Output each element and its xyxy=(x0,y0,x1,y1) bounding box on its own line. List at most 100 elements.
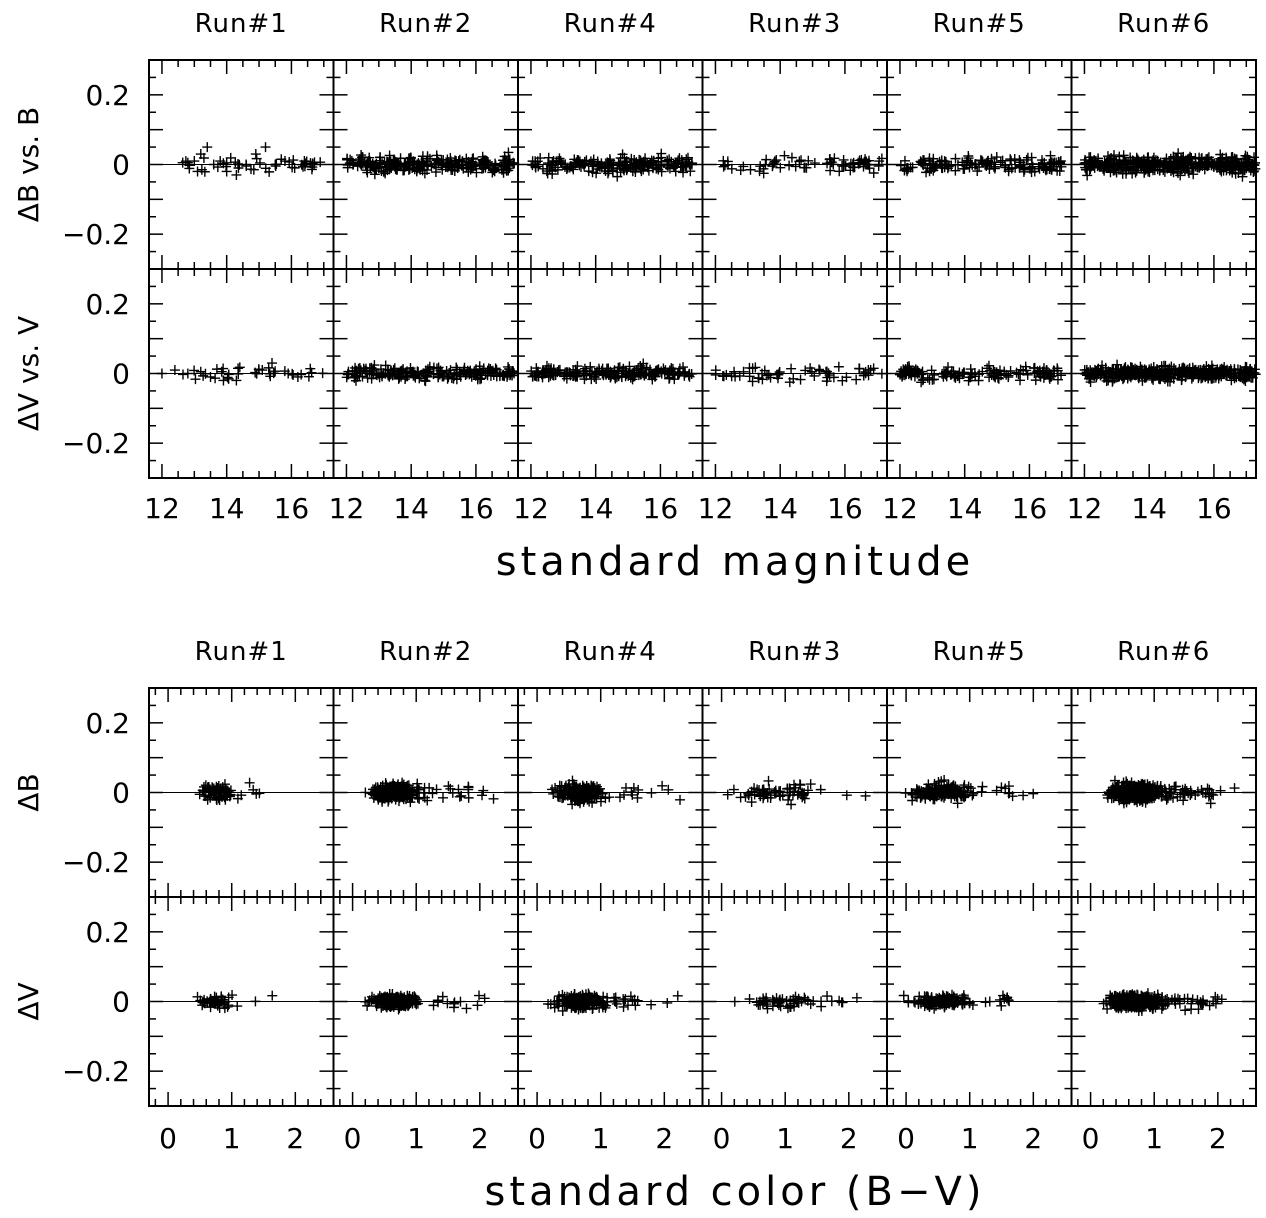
data-point xyxy=(351,365,362,376)
data-point xyxy=(502,160,513,171)
x-tick-label: 1 xyxy=(592,1122,610,1155)
data-point xyxy=(612,163,623,174)
data-point xyxy=(744,362,755,373)
data-point xyxy=(451,156,462,167)
data-point xyxy=(760,159,771,170)
data-point xyxy=(967,790,978,801)
data-point xyxy=(570,364,581,375)
data-point xyxy=(212,162,223,173)
data-point xyxy=(223,369,234,380)
data-point xyxy=(488,165,499,176)
data-point xyxy=(646,158,657,169)
data-point xyxy=(190,374,201,385)
data-point xyxy=(790,161,801,172)
data-point xyxy=(421,370,432,381)
data-point xyxy=(423,366,434,377)
data-point xyxy=(874,156,885,167)
data-point xyxy=(640,368,651,379)
data-point xyxy=(816,1001,827,1012)
data-point xyxy=(486,366,497,377)
data-point xyxy=(898,990,909,1001)
data-point xyxy=(417,165,428,176)
data-point xyxy=(490,158,501,169)
data-point xyxy=(483,156,494,167)
data-point xyxy=(233,368,244,379)
data-point xyxy=(404,153,415,164)
data-point xyxy=(984,996,995,1007)
data-point xyxy=(477,790,488,801)
data-point xyxy=(559,371,570,382)
data-point xyxy=(504,158,515,169)
panel-Run4-row1 xyxy=(517,896,704,1107)
data-point xyxy=(404,367,415,378)
x-tick-label: 0 xyxy=(897,1122,915,1155)
y-axis-label: ΔB vs. B xyxy=(12,107,45,222)
data-point xyxy=(343,369,354,380)
data-point xyxy=(403,164,414,175)
data-point xyxy=(200,368,211,379)
data-point xyxy=(651,162,662,173)
panel-Run1-row0 xyxy=(148,687,335,898)
panel-Run4-row1 xyxy=(517,268,704,479)
data-point xyxy=(225,152,236,163)
data-point xyxy=(250,149,261,160)
data-point xyxy=(635,155,646,166)
data-point xyxy=(503,147,514,158)
data-point xyxy=(868,363,879,374)
data-point xyxy=(211,364,222,375)
data-point xyxy=(448,373,459,384)
data-point xyxy=(635,369,646,380)
data-point xyxy=(189,365,200,376)
data-point xyxy=(821,366,832,377)
x-tick-label: 16 xyxy=(274,492,310,525)
y-tick-label: 0 xyxy=(112,149,130,182)
data-point xyxy=(625,372,636,383)
data-point xyxy=(833,361,844,372)
data-point xyxy=(540,365,551,376)
data-point xyxy=(254,157,265,168)
x-tick-label: 12 xyxy=(513,492,549,525)
y-axis-label: ΔV vs. V xyxy=(12,316,45,431)
run-title: Run#4 xyxy=(564,9,657,39)
data-point xyxy=(386,365,397,376)
data-point xyxy=(232,159,243,170)
data-point xyxy=(729,996,740,1007)
x-tick-label: 1 xyxy=(776,1122,794,1155)
x-tick-label: 16 xyxy=(1196,492,1232,525)
data-point xyxy=(900,788,911,799)
data-point xyxy=(480,162,491,173)
data-point xyxy=(184,163,195,174)
data-point xyxy=(260,142,271,153)
data-point xyxy=(376,368,387,379)
data-point xyxy=(498,167,509,178)
data-point xyxy=(851,374,862,385)
data-point xyxy=(983,360,994,371)
data-point xyxy=(231,169,242,180)
data-point xyxy=(814,364,825,375)
data-point xyxy=(774,367,785,378)
panel-Run4-row0 xyxy=(517,59,704,270)
data-point xyxy=(769,156,780,167)
data-point xyxy=(414,373,425,384)
data-point xyxy=(456,160,467,171)
data-point xyxy=(581,365,592,376)
panel-Run3-row0 xyxy=(701,59,888,270)
data-point xyxy=(809,370,820,381)
data-point xyxy=(342,162,353,173)
data-point xyxy=(587,167,598,178)
data-point xyxy=(758,163,769,174)
data-point xyxy=(728,784,739,795)
data-point xyxy=(424,361,435,372)
panel-Run1-row0 xyxy=(148,59,335,270)
data-point xyxy=(761,154,772,165)
x-tick-label: 14 xyxy=(947,492,983,525)
data-point xyxy=(361,165,372,176)
panel-Run6-row1 xyxy=(1070,268,1261,479)
data-point xyxy=(364,366,375,377)
data-point xyxy=(1028,788,1039,799)
data-point xyxy=(633,784,644,795)
data-point xyxy=(476,367,487,378)
data-point xyxy=(461,158,472,169)
y-tick-label: 0.2 xyxy=(85,916,130,949)
